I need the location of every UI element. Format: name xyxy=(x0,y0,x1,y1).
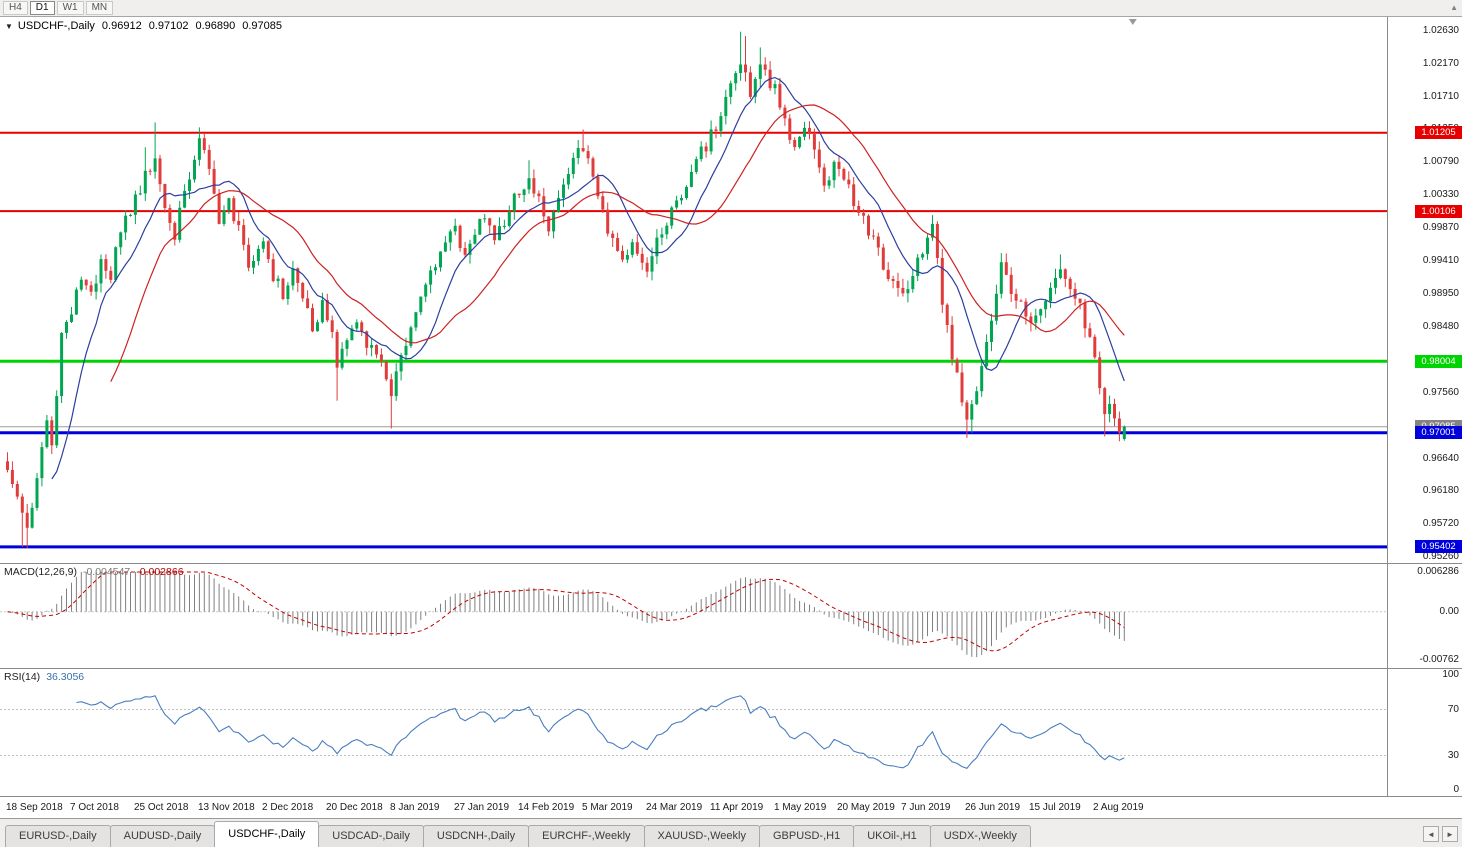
chart-tabs: EURUSD-,Daily AUDUSD-,Daily USDCHF-,Daily U… xyxy=(5,821,1031,847)
price-tick: 0.95260 xyxy=(1422,551,1459,562)
date-label: 27 Jan 2019 xyxy=(454,802,510,813)
price-tick: 1.01710 xyxy=(1422,91,1459,102)
price-tick: 1.00790 xyxy=(1422,156,1459,167)
timeframe-toolbar: H4 D1 W1 MN ▲ xyxy=(0,0,1462,17)
macd-tick: -0.00762 xyxy=(1419,654,1459,665)
macd-title: MACD(12,26,9) -0.004547 -0.002866 xyxy=(4,566,184,578)
chart-title: ▼ USDCHF-,Daily 0.96912 0.97102 0.96890 … xyxy=(5,20,282,32)
time-axis[interactable]: 18 Sep 2018 7 Oct 2018 25 Oct 2018 13 Nov 2… xyxy=(0,796,1462,818)
tabs-scroll-right-button[interactable]: ► xyxy=(1442,826,1458,842)
tab-GBPUSD-H1[interactable]: GBPUSD-,H1 xyxy=(758,825,855,847)
date-label: 7 Oct 2018 xyxy=(70,802,119,813)
tab-USDX-Weekly[interactable]: USDX-,Weekly xyxy=(929,825,1031,847)
rsi-tick: 70 xyxy=(1447,704,1459,715)
chart-tabbar: EURUSD-,Daily AUDUSD-,Daily USDCHF-,Daily U… xyxy=(0,818,1462,847)
date-label: 11 Apr 2019 xyxy=(710,802,764,813)
price-tick: 0.99870 xyxy=(1422,222,1459,233)
price-level-tag: 1.01205 xyxy=(1415,126,1462,139)
price-tick: 0.99410 xyxy=(1422,255,1459,266)
date-label: 24 Mar 2019 xyxy=(646,802,703,813)
date-label: 7 Jun 2019 xyxy=(901,802,951,813)
rsi-tick: 0 xyxy=(1453,784,1459,795)
timeframe-W1-button[interactable]: W1 xyxy=(56,1,84,15)
timeframe-D1-button[interactable]: D1 xyxy=(29,1,55,15)
date-label: 8 Jan 2019 xyxy=(390,802,440,813)
chart-shift-marker xyxy=(1128,19,1137,25)
price-level-tag: 0.98004 xyxy=(1415,355,1462,368)
price-tick: 0.97560 xyxy=(1422,387,1459,398)
rsi-title: RSI(14) 36.3056 xyxy=(4,671,84,683)
date-label: 20 Dec 2018 xyxy=(326,802,383,813)
ohlc-close: 0.97085 xyxy=(242,20,282,32)
tab-XAUUSD-Weekly[interactable]: XAUUSD-,Weekly xyxy=(643,825,760,847)
tab-USDCNH-Daily[interactable]: USDCNH-,Daily xyxy=(422,825,530,847)
date-label: 25 Oct 2018 xyxy=(134,802,189,813)
macd-tick: 0.00 xyxy=(1439,606,1459,617)
ohlc-high: 0.97102 xyxy=(148,20,189,32)
ohlc-low: 0.96890 xyxy=(195,20,236,32)
rsi-value: 36.3056 xyxy=(46,671,85,683)
toolbar-scroll-up-icon[interactable]: ▲ xyxy=(1450,3,1458,12)
chart-region: ▼ USDCHF-,Daily 0.96912 0.97102 0.96890 … xyxy=(0,17,1462,796)
rsi-name: RSI(14) xyxy=(4,671,41,683)
price-tick: 1.02630 xyxy=(1422,25,1459,36)
date-label: 14 Feb 2019 xyxy=(518,802,575,813)
macd-panel: MACD(12,26,9) -0.004547 -0.002866 0.0062… xyxy=(0,563,1462,668)
tab-arrows: ◄ ► xyxy=(1423,826,1458,842)
rsi-chart[interactable]: RSI(14) 36.3056 xyxy=(0,669,1387,796)
date-label: 15 Jul 2019 xyxy=(1029,802,1081,813)
rsi-panel: RSI(14) 36.3056 100 70 30 0 xyxy=(0,668,1462,796)
chart-symbol-label: USDCHF-,Daily xyxy=(17,20,95,32)
rsi-tick: 30 xyxy=(1447,750,1459,761)
price-tick: 1.02170 xyxy=(1422,58,1459,69)
tab-USDCAD-Daily[interactable]: USDCAD-,Daily xyxy=(318,825,424,847)
date-label: 2 Aug 2019 xyxy=(1093,802,1144,813)
price-tick: 1.00330 xyxy=(1422,189,1459,200)
timeframe-buttons: H4 D1 W1 MN xyxy=(3,1,115,15)
price-chart[interactable]: ▼ USDCHF-,Daily 0.96912 0.97102 0.96890 … xyxy=(0,17,1387,563)
date-label: 5 Mar 2019 xyxy=(582,802,633,813)
tab-EURUSD-Daily[interactable]: EURUSD-,Daily xyxy=(5,825,111,847)
tab-USDCHF-Daily[interactable]: USDCHF-,Daily xyxy=(214,821,320,847)
price-tick: 0.96640 xyxy=(1422,453,1459,464)
macd-signal-value: -0.002866 xyxy=(136,566,184,578)
macd-tick: 0.006286 xyxy=(1417,566,1459,577)
price-level-tag: 0.95402 xyxy=(1415,540,1462,553)
date-label: 2 Dec 2018 xyxy=(262,802,314,813)
date-label: 20 May 2019 xyxy=(837,802,895,813)
ohlc-open: 0.96912 xyxy=(101,20,142,32)
date-label: 18 Sep 2018 xyxy=(6,802,63,813)
date-label: 26 Jun 2019 xyxy=(965,802,1021,813)
price-panel: ▼ USDCHF-,Daily 0.96912 0.97102 0.96890 … xyxy=(0,17,1462,563)
price-level-tag: 1.00106 xyxy=(1415,205,1462,218)
rsi-tick: 100 xyxy=(1442,669,1459,680)
collapse-chart-icon[interactable]: ▼ xyxy=(5,21,13,31)
macd-chart[interactable]: MACD(12,26,9) -0.004547 -0.002866 xyxy=(0,564,1387,668)
rsi-axis[interactable]: 100 70 30 0 xyxy=(1387,669,1462,796)
tabs-scroll-left-button[interactable]: ◄ xyxy=(1423,826,1439,842)
timeframe-MN-button[interactable]: MN xyxy=(85,1,114,15)
timeframe-H4-button[interactable]: H4 xyxy=(3,1,28,15)
tab-EURCHF-Weekly[interactable]: EURCHF-,Weekly xyxy=(528,825,645,847)
macd-main-value: -0.004547 xyxy=(82,566,131,578)
price-axis[interactable]: 1.026301.021701.017101.012501.007901.003… xyxy=(1387,17,1462,563)
macd-name: MACD(12,26,9) xyxy=(4,566,77,578)
price-tick: 0.98950 xyxy=(1422,288,1459,299)
price-tick: 0.98480 xyxy=(1422,321,1459,332)
price-tick: 0.95720 xyxy=(1422,518,1459,529)
price-tick: 0.96180 xyxy=(1422,485,1459,496)
price-level-tag: 0.97001 xyxy=(1415,426,1462,439)
date-label: 13 Nov 2018 xyxy=(198,802,255,813)
macd-axis[interactable]: 0.006286 0.00 -0.00762 xyxy=(1387,564,1462,668)
tab-UKOil-H1[interactable]: UKOil-,H1 xyxy=(853,825,931,847)
date-label: 1 May 2019 xyxy=(774,802,827,813)
tab-AUDUSD-Daily[interactable]: AUDUSD-,Daily xyxy=(109,825,216,847)
